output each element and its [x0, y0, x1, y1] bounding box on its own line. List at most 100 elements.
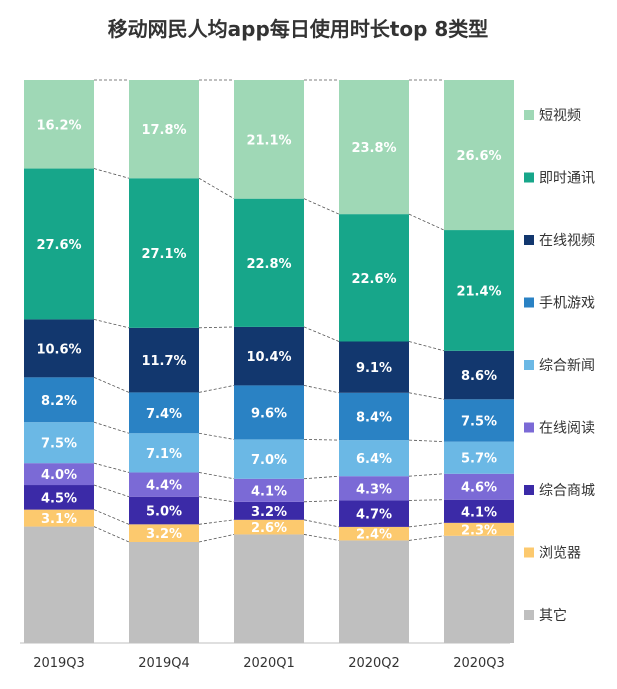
bar-segment-2019Q4-0	[129, 541, 199, 643]
bar-segment-2019Q4-4	[129, 433, 199, 473]
data-label-2019Q4-5: 7.4%	[146, 407, 182, 422]
data-label-2020Q1-3: 4.1%	[251, 484, 287, 499]
connector-lines	[93, 79, 445, 543]
data-label-2020Q2-5: 8.4%	[356, 410, 392, 425]
bar-segment-2020Q3-7	[444, 230, 514, 351]
connector-3-2	[408, 522, 445, 528]
data-label-2020Q1-4: 7.0%	[251, 453, 287, 468]
bar-segment-2019Q4-5	[129, 392, 199, 434]
x-tick-2020Q1: 2020Q1	[243, 656, 295, 671]
bar-segment-2019Q4-3	[129, 472, 199, 497]
segment-labels-group: 3.1% 4.5% 4.0% 7.5% 8.2% 10.6% 27.6% 16.2% 3.2% 5…	[36, 118, 501, 542]
bar-segment-2020Q1-8	[234, 80, 304, 199]
legend-swatch-6	[524, 485, 534, 495]
connector-0-2	[93, 509, 130, 525]
connector-2-6	[303, 385, 340, 394]
data-label-2020Q1-2: 3.2%	[251, 505, 287, 520]
bar-segment-2020Q1-3	[234, 478, 304, 502]
data-label-2020Q2-2: 4.7%	[356, 508, 392, 523]
data-label-2020Q2-4: 6.4%	[356, 452, 392, 467]
legend-swatch-2	[524, 235, 534, 245]
bar-segment-2020Q2-6	[339, 341, 409, 393]
data-label-2019Q3-4: 7.5%	[41, 437, 77, 452]
legend-label-8: 其它	[539, 607, 567, 624]
connector-0-4	[93, 462, 130, 473]
connector-2-4	[303, 475, 340, 480]
legend-label-6: 综合商城	[539, 483, 595, 499]
data-label-2020Q2-3: 4.3%	[356, 482, 392, 497]
bar-segment-2019Q3-7	[24, 168, 94, 320]
legend-swatch-0	[524, 110, 534, 120]
data-label-2020Q3-7: 21.4%	[456, 284, 501, 299]
data-label-2019Q3-8: 16.2%	[36, 118, 81, 133]
bar-segment-2020Q2-5	[339, 392, 409, 441]
x-tick-2019Q3: 2019Q3	[33, 656, 85, 671]
bar-segment-2020Q2-0	[339, 540, 409, 643]
bar-segment-2020Q1-7	[234, 198, 304, 327]
connector-3-7	[408, 341, 445, 352]
connector-2-7	[303, 326, 340, 342]
connector-2-1	[303, 534, 340, 541]
legend-swatch-3	[524, 297, 534, 308]
connector-2-8	[303, 198, 340, 215]
bar-segment-2019Q4-6	[129, 327, 199, 393]
legend-swatch-5	[524, 422, 534, 433]
connector-0-1	[93, 526, 130, 543]
connector-1-4	[198, 472, 235, 480]
data-label-2020Q3-8: 26.6%	[456, 149, 501, 164]
data-label-2020Q1-7: 22.8%	[246, 257, 291, 272]
connector-1-7	[198, 326, 235, 329]
bar-segment-2020Q3-1	[444, 522, 514, 536]
legend-label-0: 短视频	[539, 108, 581, 124]
data-label-2019Q4-3: 4.4%	[146, 479, 182, 494]
legend-label-3: 手机游戏	[539, 296, 595, 312]
bar-segment-2019Q3-1	[24, 509, 94, 527]
bar-segment-2020Q3-3	[444, 473, 514, 500]
data-label-2020Q2-6: 9.1%	[356, 361, 392, 376]
connector-3-8	[408, 213, 445, 231]
data-label-2020Q3-5: 7.5%	[461, 414, 497, 429]
bar-segment-2019Q3-3	[24, 463, 94, 486]
bar-segment-2020Q3-8	[444, 80, 514, 231]
bar-segment-2019Q3-0	[24, 526, 94, 643]
bar-segment-2020Q1-6	[234, 326, 304, 386]
connector-1-1	[198, 534, 235, 543]
connector-2-3	[303, 500, 340, 503]
data-label-2020Q2-1: 2.4%	[356, 528, 392, 543]
data-label-2020Q3-2: 4.1%	[461, 505, 497, 520]
connector-3-4	[408, 473, 445, 477]
bar-segment-2020Q3-0	[444, 535, 514, 643]
chart-title: 移动网民人均app每日使用时长top 8类型	[108, 17, 489, 41]
connector-1-3	[198, 496, 235, 503]
connector-0-8	[93, 168, 130, 179]
data-label-2019Q4-1: 3.2%	[146, 527, 182, 542]
connector-2-5	[303, 438, 340, 441]
connector-2-2	[303, 519, 340, 528]
data-label-2020Q3-1: 2.3%	[461, 523, 497, 538]
connector-0-3	[93, 484, 130, 498]
data-label-2019Q3-2: 4.5%	[41, 491, 77, 506]
data-label-2019Q3-3: 4.0%	[41, 468, 77, 483]
x-axis-ticks: 2019Q3 2019Q4 2020Q1 2020Q2 2020Q3	[33, 656, 505, 671]
bar-segment-2019Q3-6	[24, 319, 94, 378]
legend-label-5: 在线阅读	[539, 420, 595, 437]
data-label-2020Q1-8: 21.1%	[246, 133, 291, 148]
connector-3-5	[408, 439, 445, 443]
data-label-2020Q3-6: 8.6%	[461, 369, 497, 384]
bar-segment-2020Q1-0	[234, 534, 304, 643]
legend-swatch-8	[524, 610, 534, 620]
bar-segment-2020Q2-3	[339, 476, 409, 501]
connector-1-2	[198, 519, 235, 525]
connector-1-5	[198, 432, 235, 440]
bar-segment-2020Q3-2	[444, 499, 514, 523]
bar-segment-2019Q3-8	[24, 80, 94, 169]
data-label-2020Q3-4: 5.7%	[461, 452, 497, 467]
bar-segment-2019Q4-1	[129, 524, 199, 542]
data-label-2019Q4-7: 27.1%	[141, 247, 186, 262]
connector-0-6	[93, 376, 130, 393]
connector-3-3	[408, 499, 445, 501]
bar-segment-2019Q3-4	[24, 422, 94, 464]
data-label-2020Q2-8: 23.8%	[351, 141, 396, 156]
